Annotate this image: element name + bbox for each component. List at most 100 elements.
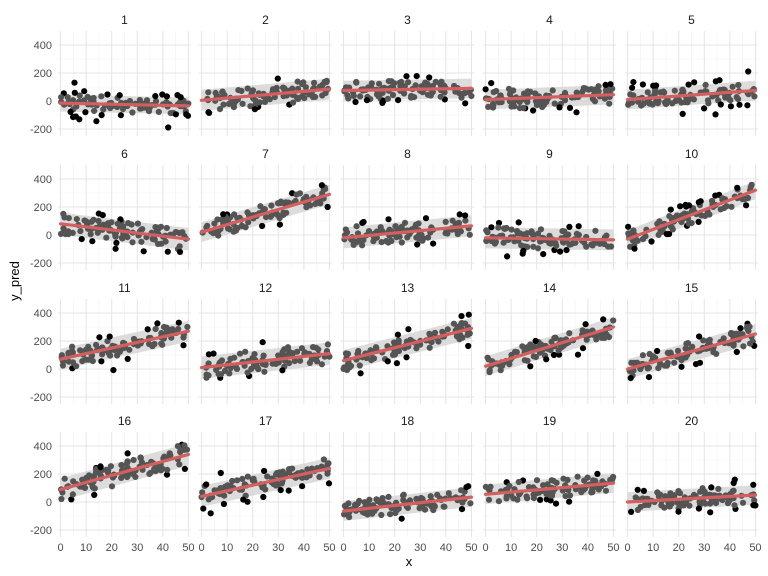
data-point (548, 477, 555, 484)
x-tick-label: 0 (57, 542, 63, 554)
x-tick-label: 0 (624, 542, 630, 554)
data-point (593, 336, 600, 343)
facet-strip-label: 2 (262, 13, 269, 27)
data-point (393, 360, 400, 367)
data-point (403, 354, 410, 361)
data-point (286, 466, 293, 473)
data-point (78, 236, 85, 243)
data-point (645, 374, 653, 381)
data-point (705, 100, 712, 107)
data-point (394, 331, 401, 338)
trend-line (625, 332, 758, 371)
x-tick-label: 20 (389, 542, 401, 554)
data-point (640, 487, 648, 494)
facet-panel-14: 14 (483, 281, 617, 404)
data-point (524, 346, 531, 353)
data-point (380, 499, 387, 507)
data-point (537, 226, 545, 233)
data-point (685, 81, 692, 88)
data-point (163, 471, 171, 478)
data-point (630, 79, 637, 86)
y-tick-label: -200 (30, 392, 52, 404)
data-point (456, 211, 463, 218)
data-point (444, 326, 451, 333)
data-point (482, 86, 489, 93)
data-point (707, 500, 714, 507)
data-point (130, 335, 138, 343)
data-point (239, 475, 246, 482)
data-point (515, 219, 522, 226)
data-point (519, 250, 526, 257)
data-point (342, 226, 349, 233)
data-point (706, 336, 713, 343)
data-point (600, 316, 607, 323)
y-tick-label: 200 (34, 68, 52, 80)
data-point (432, 78, 439, 85)
data-point (177, 448, 184, 456)
data-point (221, 492, 228, 499)
y-tick-label: 400 (34, 441, 52, 453)
data-point (533, 477, 541, 484)
data-point (98, 93, 105, 100)
data-point (528, 228, 535, 235)
data-point (556, 104, 563, 111)
data-point (106, 333, 113, 340)
data-point (395, 97, 402, 104)
data-point (389, 351, 397, 358)
data-point (523, 493, 530, 500)
data-point (739, 499, 747, 506)
trend-line (341, 86, 474, 93)
data-point (205, 372, 212, 379)
data-point (107, 352, 114, 359)
data-point (648, 238, 655, 245)
data-point (261, 98, 269, 105)
data-point (596, 240, 603, 247)
data-point (595, 83, 602, 90)
data-point (124, 355, 131, 362)
data-point (392, 223, 399, 230)
data-point (733, 348, 740, 356)
data-point (259, 339, 266, 346)
data-point (176, 248, 184, 255)
data-point (537, 342, 544, 349)
data-point (414, 241, 421, 248)
x-axis-title: x (406, 554, 413, 569)
x-tick-label: 30 (414, 542, 426, 554)
data-point (532, 337, 539, 345)
data-point (341, 502, 348, 509)
data-point (356, 497, 363, 504)
data-point (215, 371, 222, 378)
facet-panel-6: 6 -200 0 200 400 (30, 147, 191, 270)
data-point (666, 503, 673, 510)
data-point (100, 106, 107, 113)
data-point (549, 87, 556, 94)
data-point (675, 488, 682, 495)
facet-panel-4: 4 (482, 13, 616, 136)
data-point (552, 500, 560, 507)
data-point (65, 215, 72, 222)
data-point (566, 498, 573, 505)
facet-strip-label: 20 (685, 414, 699, 428)
facet-panel-17: 17 0 10 20 30 40 50 (198, 414, 335, 554)
data-point (299, 483, 306, 490)
trend-line (625, 188, 758, 241)
data-point (491, 240, 498, 247)
data-point (176, 461, 183, 468)
trend-line (341, 495, 474, 513)
data-point (278, 480, 285, 487)
data-point (378, 511, 385, 519)
data-point (627, 91, 634, 98)
data-point (220, 101, 227, 108)
data-point (388, 237, 395, 245)
data-point (221, 367, 229, 374)
data-point (230, 228, 237, 235)
data-point (159, 465, 166, 472)
facet-panel-11: 11 -200 0 200 400 (30, 281, 191, 404)
facet-panel-8: 8 (341, 147, 474, 270)
data-point (537, 496, 544, 503)
x-tick-label: 10 (363, 542, 375, 554)
facet-strip-label: 1 (121, 13, 128, 27)
data-point (679, 110, 686, 117)
